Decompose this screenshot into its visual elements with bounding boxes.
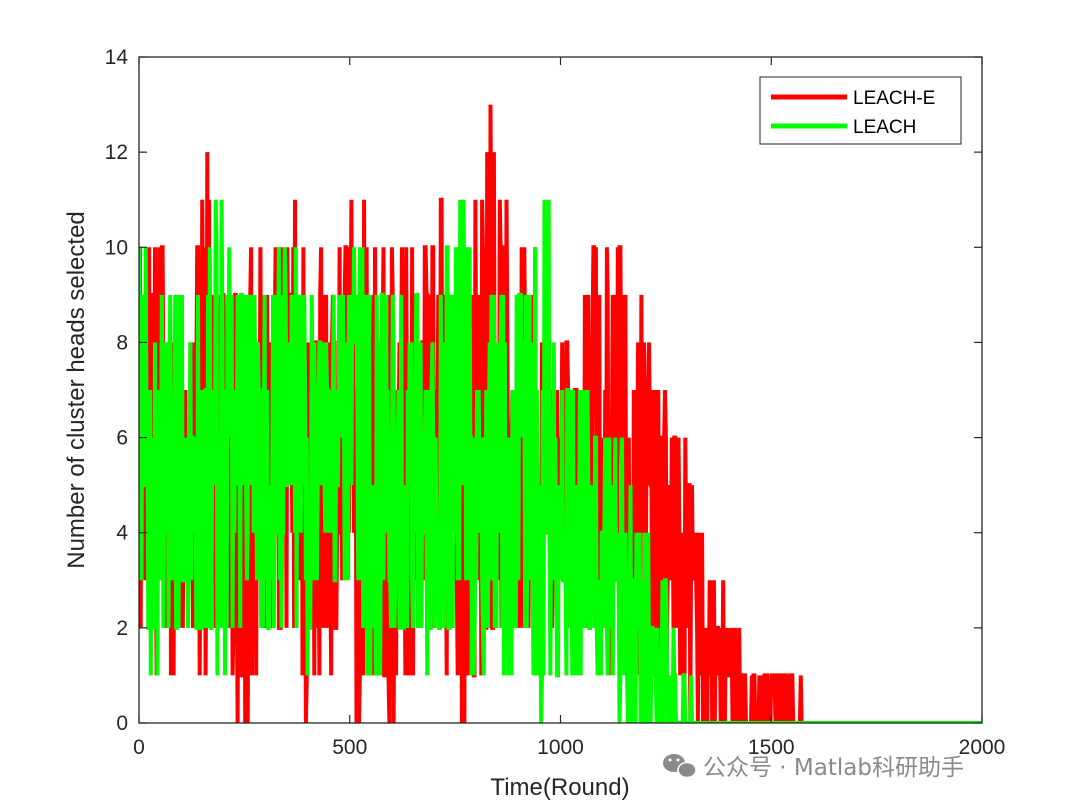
watermark: 公众号 · Matlab科研助手 (663, 754, 964, 781)
x-tick-label-4: 2000 (959, 736, 1006, 759)
x-tick-labels: 0 500 1000 1500 2000 (133, 736, 1005, 759)
wechat-icon (663, 754, 697, 779)
legend-label-leach-e: LEACH-E (853, 88, 935, 109)
legend: LEACH-E LEACH (759, 76, 962, 145)
series-line-leach (139, 199, 982, 723)
y-tick-label-6: 12 (105, 141, 128, 164)
plot-area (139, 104, 982, 723)
x-tick-label-1: 500 (332, 736, 367, 759)
series-layer (139, 104, 982, 723)
x-tick-label-2: 1000 (537, 736, 584, 759)
x-tick-label-0: 0 (133, 736, 145, 759)
x-axis-label: Time(Round) (490, 774, 629, 801)
watermark-text: 公众号 · Matlab科研助手 (703, 755, 964, 781)
y-tick-label-3: 6 (116, 427, 128, 450)
y-axis-label: Number of cluster heads selected (63, 211, 90, 569)
legend-box (759, 76, 962, 145)
ticks-layer (138, 56, 983, 724)
y-tick-label-1: 2 (116, 617, 128, 640)
y-tick-label-5: 10 (105, 236, 128, 259)
y-tick-label-0: 0 (116, 712, 128, 735)
y-tick-label-7: 14 (105, 46, 129, 69)
legend-label-leach: LEACH (853, 117, 916, 138)
x-tick-label-3: 1500 (748, 736, 795, 759)
y-tick-labels: 0 2 4 6 8 10 12 14 (105, 46, 129, 735)
y-tick-label-4: 8 (116, 331, 128, 354)
y-tick-label-2: 4 (116, 522, 128, 545)
